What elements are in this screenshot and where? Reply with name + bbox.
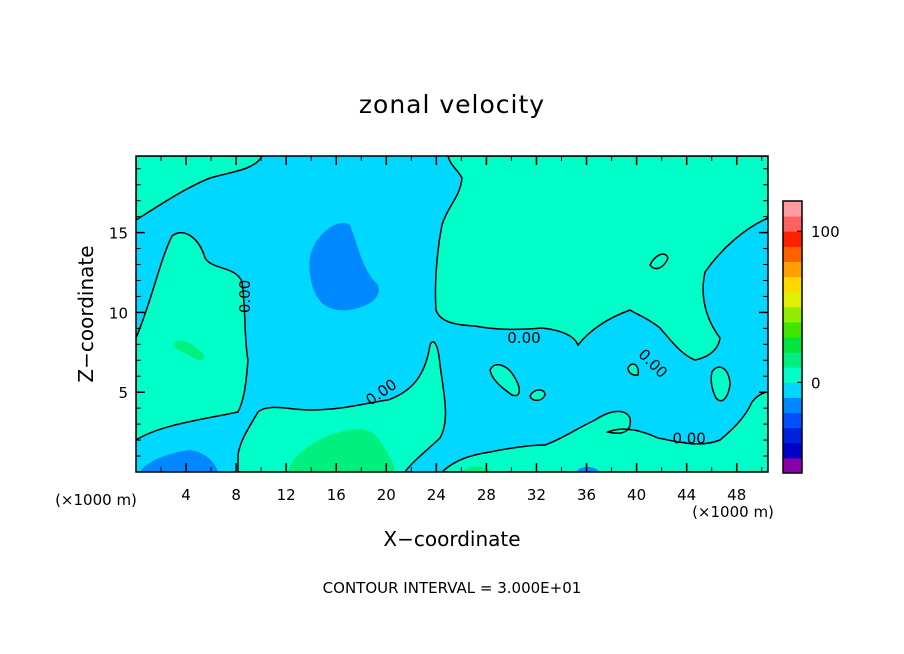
x-tick-label: 48 — [727, 486, 746, 504]
colorbar-tick-label: 100 — [811, 223, 840, 241]
colorbar-swatch — [783, 261, 802, 278]
x-tick-label: 28 — [477, 486, 496, 504]
colorbar-swatch — [783, 337, 802, 353]
plot-frame — [135, 155, 769, 473]
colorbar-tick-label: 0 — [811, 374, 821, 392]
x-tick-label: 44 — [677, 486, 696, 504]
positive-island-4 — [627, 363, 640, 376]
positive-region-left — [136, 231, 249, 441]
positive-island-2 — [529, 389, 546, 402]
x-tick-label: 20 — [377, 486, 396, 504]
positive-region-top-left — [136, 156, 263, 221]
x-tick-label: 36 — [577, 486, 596, 504]
contour-label: 0.00 — [236, 280, 254, 313]
contour-label: 0.00 — [672, 429, 705, 447]
chart-title: zonal velocity — [359, 90, 545, 119]
negative-core-center — [309, 222, 379, 311]
colorbar-swatch — [783, 412, 802, 429]
colorbar-swatch — [783, 382, 802, 398]
stronger-positive-bottom — [288, 429, 395, 472]
x-axis: 4 8 12 16 20 24 28 32 36 40 44 48 — [160, 156, 763, 504]
positive-island-5 — [710, 366, 731, 402]
negative-core-bottom-right — [576, 466, 600, 472]
colorbar-swatch — [783, 231, 802, 247]
y-tick-label: 5 — [118, 384, 128, 402]
x-tick-label: 4 — [181, 486, 191, 504]
colorbar-swatch — [783, 201, 802, 217]
colorbar-swatch — [783, 457, 802, 474]
x-unit-right: (×1000 m) — [692, 503, 774, 521]
positive-island-1 — [489, 363, 520, 397]
negative-core-bottom-left — [140, 450, 218, 472]
x-tick-label: 12 — [277, 486, 296, 504]
contour-label-text: 0.00 — [507, 329, 540, 347]
x-tick-label: 16 — [327, 486, 346, 504]
positive-island-3 — [649, 253, 669, 270]
contour-label-text: 0.00 — [672, 429, 705, 447]
contour-interval-note: CONTOUR INTERVAL = 3.000E+01 — [323, 579, 582, 597]
y-axis-label: Z−coordinate — [74, 245, 98, 382]
positive-region-bottom-right — [440, 391, 768, 472]
stronger-positive-bottom-mid — [462, 466, 492, 472]
contour-label-text: 0.00 — [236, 280, 254, 313]
colorbar-swatch — [783, 216, 802, 232]
x-tick-label: 32 — [527, 486, 546, 504]
colorbar-swatch — [783, 291, 802, 308]
x-tick-label: 24 — [427, 486, 446, 504]
colorbar-swatch — [783, 276, 802, 293]
y-axis: 5 10 15 — [109, 168, 768, 457]
colorbar-swatch — [783, 442, 802, 459]
colorbar-swatch — [783, 427, 802, 444]
x-unit-left: (×1000 m) — [55, 491, 137, 509]
contour-field — [136, 156, 768, 472]
contour-label: 0.00 — [507, 329, 540, 347]
colorbar-swatch — [783, 306, 802, 323]
positive-region-bottom — [237, 341, 447, 472]
colorbar-swatch — [783, 321, 802, 338]
colorbar: 100 0 — [782, 200, 840, 474]
y-tick-label: 10 — [109, 304, 128, 322]
y-tick-label: 15 — [109, 225, 128, 243]
x-tick-label: 40 — [627, 486, 646, 504]
x-tick-label: 8 — [231, 486, 241, 504]
stronger-positive-left — [173, 340, 205, 361]
colorbar-swatch — [783, 246, 802, 262]
colorbar-swatch — [783, 352, 802, 368]
colorbar-swatch — [783, 397, 802, 414]
colorbar-swatch — [783, 367, 802, 383]
positive-region-top-right — [434, 156, 768, 361]
x-axis-label: X−coordinate — [383, 527, 520, 551]
colorbar-frame — [782, 200, 803, 474]
